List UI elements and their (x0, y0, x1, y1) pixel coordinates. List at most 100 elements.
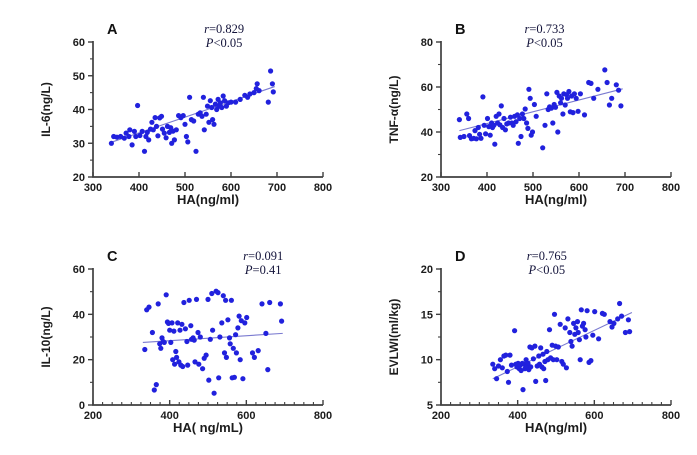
data-point (185, 362, 191, 368)
y-axis-label: EVLWI(ml/kg) (387, 299, 401, 376)
data-point (228, 99, 234, 105)
data-point (228, 297, 234, 303)
data-point (195, 329, 201, 336)
data-point (217, 100, 223, 106)
data-point (544, 348, 550, 355)
data-point (267, 299, 273, 306)
data-point (527, 95, 533, 101)
data-point (183, 133, 189, 140)
data-point (205, 296, 211, 302)
data-point (551, 311, 558, 317)
data-point (480, 94, 486, 100)
data-point (171, 137, 177, 143)
panel-letter: A (107, 22, 118, 38)
data-point (540, 351, 546, 357)
data-point (159, 126, 166, 132)
x-axis-label: HA(ng/ml) (525, 192, 587, 207)
data-point (490, 361, 496, 367)
data-point (577, 91, 583, 97)
data-point (571, 91, 577, 97)
y-axis: 0 20 40 60 (73, 264, 93, 412)
x-tick-label: 600 (585, 410, 603, 422)
data-point (515, 140, 521, 146)
data-point (591, 95, 597, 101)
data-point (174, 354, 180, 360)
data-point (575, 108, 581, 114)
data-point (573, 325, 579, 331)
data-point (522, 106, 528, 112)
y-axis: 5 10 15 20 (421, 264, 441, 412)
data-point (525, 360, 531, 366)
data-point (263, 330, 269, 336)
y-tick-label: 0 (79, 400, 85, 412)
data-point (206, 119, 212, 125)
y-axis: 20 30 40 50 60 (73, 37, 93, 184)
data-point (562, 102, 568, 108)
data-point (209, 104, 215, 111)
data-point (185, 139, 191, 145)
x-axis: 300 400 500 600 700 800 (432, 172, 680, 194)
data-point (211, 390, 217, 396)
data-point (552, 104, 559, 110)
data-point (220, 293, 226, 299)
data-point (483, 131, 489, 137)
data-point (513, 119, 519, 125)
data-point (204, 103, 211, 109)
data-point (188, 323, 194, 329)
data-point (564, 95, 571, 101)
x-tick-label: 600 (237, 410, 255, 422)
x-tick-label: 500 (176, 182, 194, 194)
data-point (256, 88, 262, 94)
data-point (186, 297, 192, 303)
data-point (199, 113, 205, 119)
x-tick-label: 600 (570, 182, 588, 194)
data-point (607, 319, 613, 325)
data-point (158, 345, 164, 351)
y-tick-label: 60 (73, 37, 85, 49)
data-point (233, 350, 239, 356)
data-point (269, 81, 275, 87)
x-tick-label: 300 (84, 182, 102, 194)
x-tick-label: 200 (432, 410, 450, 422)
data-point (512, 328, 518, 334)
data-point (566, 88, 572, 95)
data-point (528, 364, 534, 370)
data-point (501, 115, 507, 122)
x-tick-label: 400 (160, 410, 178, 422)
data-point (139, 128, 145, 134)
data-point (615, 316, 621, 322)
data-point (502, 127, 508, 133)
data-point (150, 127, 156, 133)
y-tick-label: 10 (421, 355, 433, 367)
data-point (477, 131, 483, 137)
data-point (153, 382, 159, 388)
data-point (492, 366, 498, 372)
data-point (193, 148, 199, 154)
data-point (565, 316, 571, 322)
data-point (237, 96, 243, 102)
data-point (180, 363, 186, 370)
x-axis-label: HA( ng/mL) (173, 420, 243, 435)
x-axis: 300 400 500 600 700 800 (84, 172, 332, 194)
data-point (578, 307, 584, 313)
data-point (570, 110, 576, 116)
x-tick-label: 600 (222, 182, 240, 194)
data-point (219, 104, 225, 111)
data-point (235, 325, 241, 331)
data-point (155, 133, 161, 139)
data-point (592, 309, 598, 315)
data-point (171, 328, 177, 334)
data-point (611, 320, 617, 326)
data-point (590, 332, 596, 338)
scatter-points (456, 67, 624, 151)
data-point (144, 129, 150, 135)
data-point (153, 123, 160, 129)
data-point (233, 99, 239, 105)
data-point (193, 296, 200, 302)
data-point (473, 136, 479, 142)
data-point (163, 135, 169, 141)
data-point (541, 366, 547, 372)
data-point (577, 357, 583, 363)
data-point (192, 359, 198, 365)
